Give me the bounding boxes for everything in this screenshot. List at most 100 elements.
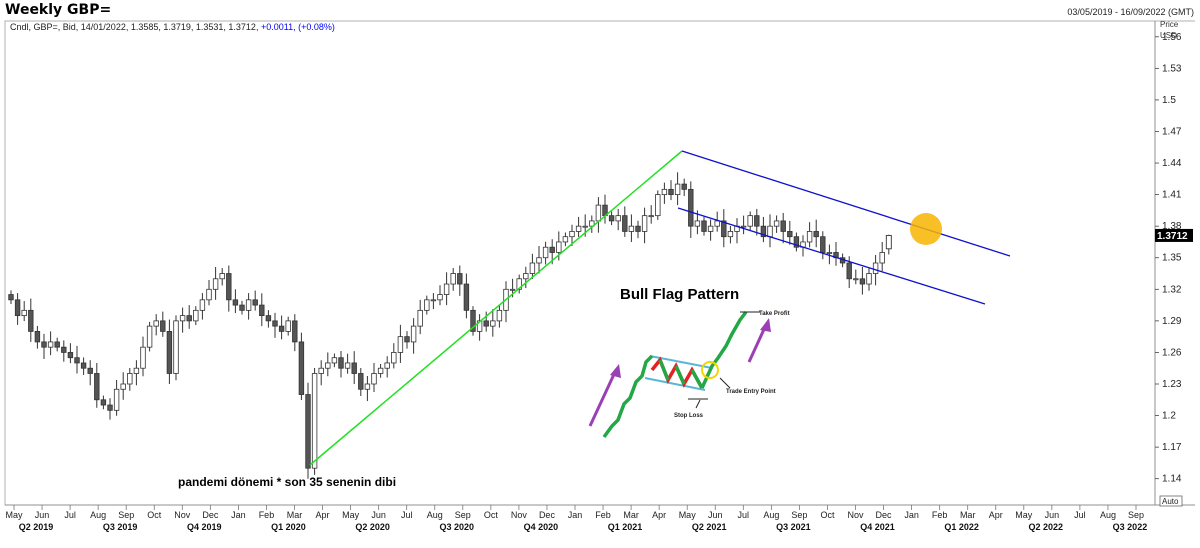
purple-arrow-2 [747,324,768,363]
candle-up [173,320,179,374]
candle-down [252,299,258,306]
time-axis: May Jun Jul Aug Sep Oct Nov Dec Jan Feb Mar Apr May J… [5,505,1147,532]
channel-lower-line [677,207,986,305]
candle-down [80,362,87,369]
quarter-tick-label: Q2 2022 [1029,522,1064,532]
price-tick-label: 1.26 [1162,347,1182,358]
month-tick-label: Feb [595,510,611,520]
candle-up [879,252,885,264]
candle-up [179,315,186,322]
quarter-tick-label: Q3 2022 [1113,522,1148,532]
quarter-tick-label: Q4 2020 [524,522,559,532]
quarter-tick-label: Q3 2020 [439,522,474,532]
candle-down [793,236,800,248]
last-price-value: 1.3712 [1157,231,1188,242]
candle-up [410,325,417,343]
month-tick-label: Jul [401,510,413,520]
candle-down [239,304,245,311]
candle-up [331,357,338,364]
candle-down [232,299,239,306]
candle-down [259,304,265,317]
candle-down [292,320,298,343]
entry-circle [701,361,719,379]
candle-down [186,315,192,322]
candle-down [14,299,21,317]
candle-up [536,257,542,264]
month-tick-label: Feb [932,510,948,520]
candle-down [404,336,410,343]
candle-up [628,225,635,232]
candle-down [298,341,305,395]
candle-down [272,320,278,327]
candle-up [391,352,397,364]
candle-up [364,383,371,390]
candle-up [496,309,503,322]
candle-up [443,283,450,295]
candle-up [193,309,199,322]
entry-pointer [719,377,731,389]
candle-down [358,373,364,390]
month-tick-label: Jan [568,510,583,520]
candle-up [523,273,529,280]
month-tick-label: Sep [455,510,471,520]
auto-scale-button[interactable] [1159,495,1183,507]
quarter-tick-label: Q2 2021 [692,522,727,532]
candle-up [344,362,351,369]
price-axis-label-2: USD [1160,31,1177,40]
candle-down [760,225,767,238]
candle-down [8,294,14,301]
candle-up [285,320,291,332]
quarter-tick-label: Q1 2022 [944,522,979,532]
quarter-tick-label: Q4 2019 [187,522,222,532]
candle-down [87,367,93,374]
month-tick-label: Mar [287,510,303,520]
candle-down [226,273,232,301]
price-tick-label: 1.5 [1162,95,1176,106]
price-tick-label: 1.44 [1162,158,1182,169]
candle-up [245,299,252,311]
month-tick-label: Jun [708,510,723,520]
month-tick-label: Dec [876,510,893,520]
candle-up [872,262,879,274]
price-tick-label: 1.14 [1162,474,1182,485]
candle-down [41,341,47,348]
candle-up [674,183,681,196]
candle-up [206,288,212,301]
month-tick-label: Sep [118,510,134,520]
candle-down [94,373,100,401]
pandemic-annotation: pandemi dönemi * son 35 senenin dibi [178,475,396,489]
candle-up [318,367,324,374]
price-tick-label: 1.17 [1162,442,1182,453]
breakout-leg [700,310,748,389]
breakout-marker [910,213,942,245]
flag-channel-bottom [644,377,706,391]
month-tick-label: Jun [35,510,50,520]
ohlc-change: +0.0011, (+0.08%) [260,22,335,32]
month-tick-label: Jan [904,510,919,520]
candle-down [813,231,819,238]
quarter-tick-label: Q2 2020 [355,522,390,532]
candle-down [278,325,285,332]
candle-up [866,273,872,285]
candle-down [338,357,344,369]
month-tick-label: Jul [64,510,76,520]
candle-up [655,194,661,217]
channel-upper-line [681,150,1011,257]
price-tick-label: 1.23 [1162,379,1182,390]
quarter-tick-label: Q2 2019 [19,522,54,532]
ohlc-info-line: Cndl, GBP=, Bid, 14/01/2022, 1.3585, 1.3… [10,22,335,32]
candle-up [437,294,443,301]
candle-up [371,373,377,385]
flag-segment-1 [658,359,670,381]
chart-title: Weekly GBP= [5,2,112,18]
candle-down [74,357,80,364]
candle-down [463,283,470,311]
month-tick-label: May [5,510,23,520]
candle-down [351,362,357,374]
candle-up [450,273,456,285]
candle-down [265,315,272,322]
purple-arrow-1-head [610,364,621,378]
candle-up [384,362,390,369]
month-tick-label: Aug [90,510,106,520]
